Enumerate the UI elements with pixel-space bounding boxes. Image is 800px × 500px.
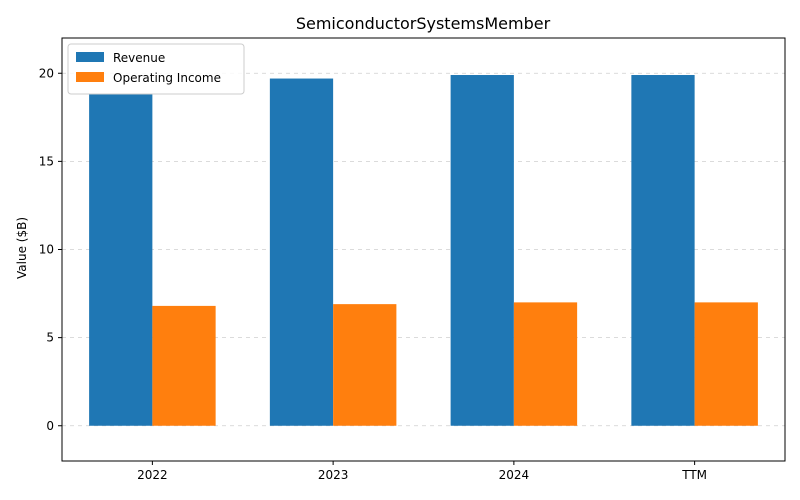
x-tick-label: TTM bbox=[681, 468, 707, 482]
legend-label-operating-income: Operating Income bbox=[113, 71, 221, 85]
legend-box bbox=[67, 43, 245, 95]
bar-operating-income-2024 bbox=[513, 302, 578, 426]
bar-operating-income-2023 bbox=[333, 304, 397, 426]
legend: Revenue Operating Income bbox=[67, 43, 245, 95]
y-tick-label: 15 bbox=[39, 154, 54, 168]
bar-revenue-2022 bbox=[89, 94, 153, 426]
bar-operating-income-ttm bbox=[694, 302, 758, 426]
bar-operating-income-2022 bbox=[152, 305, 216, 426]
y-tick-label: 0 bbox=[46, 419, 54, 433]
y-tick-label: 10 bbox=[39, 243, 54, 257]
x-tick-label: 2022 bbox=[137, 468, 168, 482]
axes-frame bbox=[61, 37, 786, 462]
y-axis-label: Value ($B) bbox=[15, 217, 29, 279]
bars bbox=[89, 75, 758, 426]
bar-revenue-ttm bbox=[631, 75, 695, 426]
x-tick-label: 2023 bbox=[318, 468, 349, 482]
y-tick-label: 20 bbox=[39, 66, 54, 80]
x-tick-label: 2024 bbox=[499, 468, 530, 482]
y-axis-ticks: 0 5 10 15 20 bbox=[39, 66, 62, 433]
bar-revenue-2023 bbox=[269, 78, 334, 426]
legend-swatch-operating-income bbox=[76, 72, 104, 82]
x-axis-ticks: 2022 2023 2024 TTM bbox=[137, 461, 707, 482]
bar-revenue-2024 bbox=[450, 75, 514, 426]
chart-title: SemiconductorSystemsMember bbox=[296, 14, 551, 33]
legend-swatch-revenue bbox=[76, 52, 104, 62]
legend-label-revenue: Revenue bbox=[113, 51, 165, 65]
y-tick-label: 5 bbox=[46, 331, 54, 345]
